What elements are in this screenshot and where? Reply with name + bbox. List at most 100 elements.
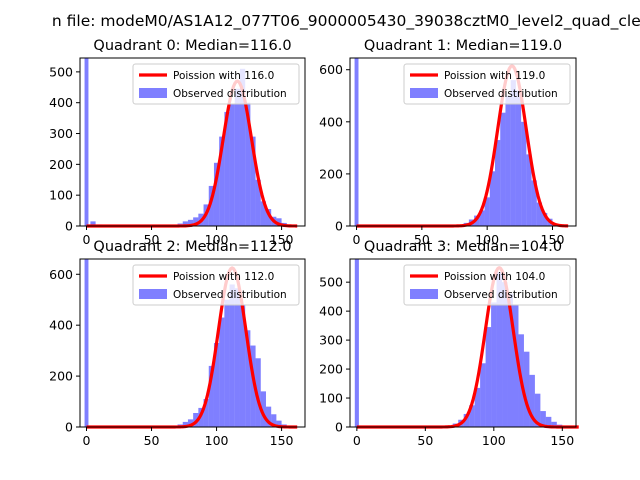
y-tick-label: 600 xyxy=(319,62,343,77)
figure-suptitle: n file: modeM0/AS1A12_077T06_9000005430_… xyxy=(52,12,640,31)
histogram-bar xyxy=(491,302,497,427)
histogram-bar xyxy=(250,136,256,226)
histogram-bar xyxy=(182,421,188,427)
histogram-bar xyxy=(260,391,266,427)
y-tick-label: 400 xyxy=(319,304,343,319)
x-tick-label: 0 xyxy=(353,232,361,247)
x-tick-label: 50 xyxy=(144,433,160,448)
histogram-bar xyxy=(255,179,261,226)
x-tick-label: 50 xyxy=(144,232,160,247)
legend-label-poisson: Poission with 119.0 xyxy=(444,70,545,82)
legend: Poission with 104.0 Observed distribution xyxy=(403,264,571,306)
legend: Poission with 112.0 Observed distribution xyxy=(132,264,300,306)
histogram-bar xyxy=(234,288,240,427)
histogram-bar xyxy=(213,343,220,427)
x-tick-label: 150 xyxy=(270,433,294,448)
y-tick-label: 0 xyxy=(335,420,343,435)
x-tick-label: 0 xyxy=(83,232,91,247)
histogram-bar xyxy=(229,284,235,427)
histogram-bar xyxy=(224,111,230,226)
y-tick-label: 200 xyxy=(319,362,343,377)
y-tick-label: 0 xyxy=(65,219,73,234)
legend-box xyxy=(132,63,300,105)
y-tick-label: 300 xyxy=(319,333,343,348)
histogram-bar xyxy=(474,387,481,427)
histogram-bar xyxy=(245,102,251,226)
histogram-bar xyxy=(523,351,530,427)
legend: Poission with 119.0 Observed distribution xyxy=(403,63,571,105)
y-tick-label: 500 xyxy=(319,275,343,290)
histogram-bar xyxy=(276,218,282,226)
histogram-bar xyxy=(480,363,486,427)
histogram-bar xyxy=(542,212,548,226)
histogram xyxy=(354,58,563,227)
histogram-bar xyxy=(485,327,492,427)
legend-label-observed: Observed distribution xyxy=(444,88,558,100)
histogram-bar xyxy=(526,154,532,226)
legend-bar-swatch xyxy=(139,88,167,98)
histogram-bar xyxy=(534,393,541,427)
histogram-bar xyxy=(213,162,220,226)
legend-label-poisson: Poission with 112.0 xyxy=(173,271,274,283)
histogram-bar xyxy=(265,209,272,226)
histogram-bar xyxy=(193,217,199,226)
histogram-bar xyxy=(510,80,516,227)
subplot-title: Quadrant 3: Median=104.0 xyxy=(364,239,562,255)
y-tick-label: 600 xyxy=(49,267,73,282)
histogram-bar xyxy=(536,202,543,226)
legend-bar-swatch xyxy=(410,88,438,98)
histogram-bar-zero xyxy=(84,259,89,427)
histogram xyxy=(84,259,287,427)
histogram-bar xyxy=(219,317,225,427)
histogram-bar xyxy=(469,405,475,427)
histogram-bar xyxy=(208,185,214,226)
y-tick-label: 200 xyxy=(49,369,73,384)
y-tick-label: 300 xyxy=(49,126,73,141)
y-tick-label: 500 xyxy=(49,64,73,79)
axes-frame xyxy=(349,258,577,428)
histogram-bar-zero xyxy=(354,259,359,427)
histogram-bar xyxy=(515,90,522,226)
y-tick-label: 0 xyxy=(335,219,343,234)
y-tick-label: 200 xyxy=(319,166,343,181)
histogram-bar xyxy=(545,416,552,427)
histogram-bar xyxy=(489,171,496,226)
histogram xyxy=(84,58,298,227)
histogram-bar xyxy=(187,419,194,427)
histogram-bar xyxy=(484,197,490,226)
legend-label-poisson: Poission with 116.0 xyxy=(173,70,274,82)
subplot-title: Quadrant 0: Median=116.0 xyxy=(93,38,291,54)
legend-label-observed: Observed distribution xyxy=(173,289,287,301)
x-tick-label: 50 xyxy=(417,433,433,448)
y-tick-label: 400 xyxy=(49,318,73,333)
histogram-bar xyxy=(500,112,506,226)
legend-bar-swatch xyxy=(139,289,167,299)
histogram-bar xyxy=(239,68,246,226)
subplot-title: Quadrant 2: Median=112.0 xyxy=(93,239,291,255)
histogram-bar xyxy=(507,293,513,427)
axes-frame xyxy=(79,57,306,227)
legend-label-observed: Observed distribution xyxy=(173,88,287,100)
x-tick-label: 150 xyxy=(550,433,574,448)
histogram-bar xyxy=(540,411,546,427)
x-tick-label: 0 xyxy=(83,433,91,448)
legend-bar-swatch xyxy=(410,289,438,299)
x-tick-label: 100 xyxy=(482,433,506,448)
histogram-bar-zero xyxy=(84,58,89,226)
axes-frame xyxy=(349,57,577,227)
subplot-3: Quadrant 3: Median=104.0 0 50 100 150 0 100 200… xyxy=(319,239,579,448)
x-tick-label: 100 xyxy=(475,232,499,247)
histogram-bar xyxy=(521,121,527,226)
y-tick-label: 400 xyxy=(319,114,343,129)
subplot-title: Quadrant 1: Median=119.0 xyxy=(364,38,562,54)
x-tick-label: 150 xyxy=(270,232,294,247)
legend-box xyxy=(403,264,571,306)
histogram-bar xyxy=(239,304,246,427)
y-tick-label: 400 xyxy=(49,95,73,110)
x-tick-label: 0 xyxy=(353,433,361,448)
histogram-bar-zero xyxy=(354,58,359,226)
y-tick-label: 100 xyxy=(319,391,343,406)
y-tick-label: 0 xyxy=(65,420,73,435)
subplot-grid: Quadrant 0: Median=116.0 0 50 100 150 0 100 200… xyxy=(49,38,579,448)
